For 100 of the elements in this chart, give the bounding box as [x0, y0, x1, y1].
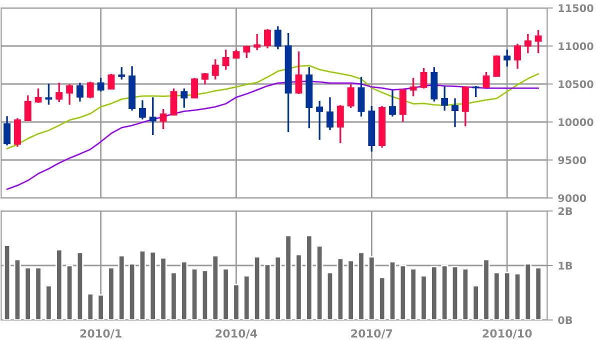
- bar: [222, 268, 230, 320]
- candlestick: [4, 115, 11, 146]
- bar: [24, 266, 32, 320]
- bar: [306, 234, 313, 320]
- y-tick-label: 10500: [558, 80, 594, 88]
- bar: [524, 263, 532, 320]
- bar: [295, 254, 302, 320]
- candlestick: [149, 96, 156, 136]
- bar: [149, 251, 156, 320]
- bar: [482, 258, 490, 320]
- candlestick: [347, 83, 354, 109]
- candlestick: [274, 25, 282, 50]
- candlestick: [472, 85, 480, 98]
- bar: [378, 276, 386, 320]
- bar: [358, 252, 365, 320]
- candlestick: [170, 88, 178, 116]
- bar: [534, 266, 542, 320]
- candlestick: [441, 85, 448, 112]
- bar: [493, 272, 500, 320]
- bar: [336, 258, 344, 320]
- bar: [243, 275, 250, 320]
- bar: [86, 293, 94, 320]
- y-tick-label: 10000: [558, 118, 594, 126]
- y-tick-label: 11000: [558, 42, 594, 50]
- bar: [190, 268, 198, 320]
- bar: [274, 256, 282, 320]
- candlestick: [118, 66, 126, 80]
- candlestick: [316, 100, 324, 141]
- bar: [284, 234, 292, 320]
- candlestick: [534, 29, 542, 54]
- candlestick: [180, 88, 188, 109]
- bar: [347, 260, 354, 320]
- candlestick: [138, 99, 146, 120]
- bar: [410, 268, 417, 320]
- bar: [451, 266, 459, 320]
- bar: [108, 266, 115, 320]
- bar: [264, 264, 272, 320]
- bar: [472, 284, 480, 320]
- bar: [34, 266, 42, 320]
- bar: [232, 284, 240, 320]
- bar: [180, 260, 188, 320]
- candlestick: [24, 94, 32, 122]
- bar: [56, 249, 63, 320]
- bar: [3, 244, 11, 320]
- y-tick-label: 11500: [558, 4, 594, 12]
- bar: [76, 252, 84, 320]
- x-tick-label: 2010/4: [216, 329, 258, 338]
- candlestick: [243, 44, 250, 59]
- bar: [14, 258, 22, 320]
- candlestick: [420, 67, 428, 90]
- bar: [128, 263, 136, 320]
- candlestick: [34, 88, 42, 104]
- bar: [118, 254, 126, 320]
- bar: [430, 266, 438, 320]
- candlestick: [254, 33, 261, 52]
- candlestick: [97, 77, 104, 92]
- bar: [462, 268, 469, 320]
- candlestick: [452, 97, 458, 128]
- candlestick: [482, 71, 490, 88]
- candlestick: [410, 77, 417, 98]
- candlestick: [389, 89, 396, 118]
- bar: [138, 250, 146, 320]
- x-tick-label: 2010/1: [80, 329, 122, 338]
- candlestick: [504, 48, 511, 68]
- candlestick: [160, 108, 167, 130]
- bar: [45, 284, 52, 320]
- bar: [399, 264, 406, 320]
- bar: [316, 245, 324, 320]
- bar: [368, 256, 376, 320]
- candlestick: [76, 82, 84, 102]
- y-tick-label: 2B: [558, 207, 572, 215]
- bar: [170, 272, 178, 320]
- y-tick-label: 0B: [558, 316, 572, 324]
- line-series: [6, 64, 540, 150]
- candlestick: [66, 83, 74, 106]
- bar: [97, 294, 104, 320]
- bar: [160, 257, 167, 320]
- candlestick: [222, 48, 230, 71]
- candlestick: [295, 50, 302, 95]
- bar: [420, 275, 428, 320]
- candlestick: [493, 54, 500, 78]
- candlestick: [326, 96, 334, 131]
- bar: [66, 264, 74, 320]
- candlestick: [56, 82, 63, 103]
- bar: [504, 272, 511, 320]
- y-tick-label: 1B: [558, 262, 572, 270]
- bar: [212, 254, 219, 320]
- bar: [254, 256, 261, 320]
- bar: [441, 264, 448, 320]
- x-tick-label: 2010/10: [482, 329, 532, 338]
- candlestick: [86, 80, 94, 100]
- x-tick-label: 2010/7: [351, 329, 392, 338]
- bar: [388, 260, 396, 320]
- candlestick: [264, 28, 271, 50]
- candlestick: [191, 77, 198, 99]
- candlestick: [336, 104, 344, 144]
- candlestick: [212, 58, 219, 80]
- bar: [326, 272, 334, 320]
- candlestick: [108, 73, 115, 90]
- bar: [201, 270, 209, 320]
